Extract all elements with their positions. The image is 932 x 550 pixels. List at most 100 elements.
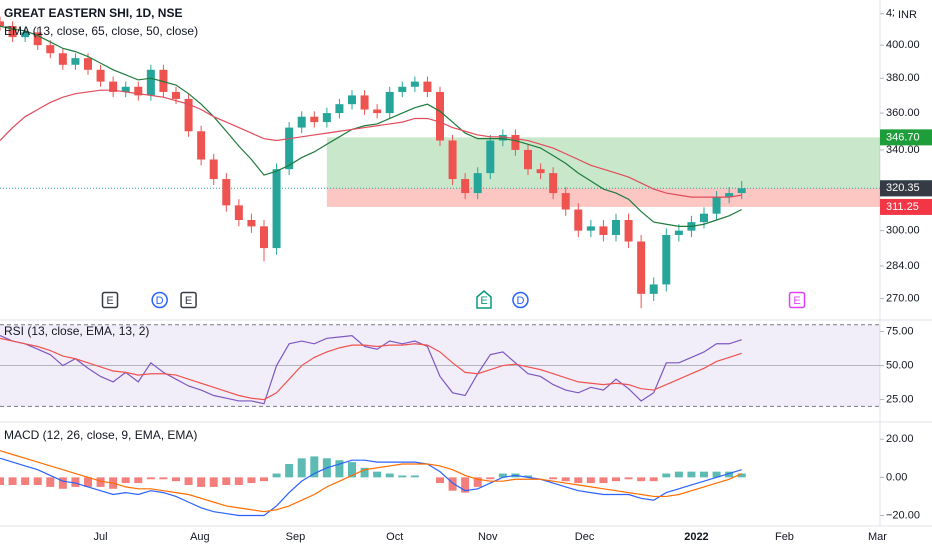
candle-body <box>84 58 92 70</box>
candle-body <box>21 32 30 38</box>
candle-body <box>159 69 168 92</box>
candle-body <box>209 159 218 180</box>
candle-body <box>285 127 294 170</box>
candle-body <box>398 86 407 92</box>
price-label-bg <box>880 180 932 197</box>
histogram-bar <box>197 477 206 487</box>
candle-body <box>612 219 620 235</box>
histogram-bar <box>599 477 608 484</box>
y-tick-label: 340.00 <box>886 144 920 156</box>
y-tick-label: −20.00 <box>886 509 920 521</box>
histogram-bar <box>486 477 495 480</box>
candle-body <box>134 86 143 96</box>
histogram-bar <box>209 477 218 487</box>
currency-label: INR <box>898 9 917 21</box>
candle-body <box>524 149 532 170</box>
histogram-bar <box>524 475 532 478</box>
candle-body <box>310 116 319 123</box>
candle-body <box>561 193 570 210</box>
event-label: E <box>480 295 487 307</box>
y-tick-label: 20.00 <box>886 433 914 445</box>
rsi-line <box>0 334 742 405</box>
y-tick-label: 300.00 <box>886 225 920 237</box>
candle-body <box>511 134 520 150</box>
ema-line <box>0 89 742 198</box>
histogram-bar <box>624 477 633 480</box>
price-label: 320.35 <box>886 182 920 194</box>
candle-body <box>423 81 432 92</box>
histogram-bar <box>637 477 646 482</box>
candle-body <box>549 173 558 194</box>
candle-body <box>410 81 419 87</box>
price-label: 346.70 <box>886 131 920 143</box>
histogram-bar <box>549 477 558 480</box>
histogram-bar <box>737 473 746 478</box>
histogram-bar <box>260 477 268 482</box>
candle-body <box>272 169 281 249</box>
histogram-bar <box>21 477 30 485</box>
candle-body <box>297 116 306 128</box>
candle-body <box>498 134 507 141</box>
histogram-bar <box>234 477 243 485</box>
y-tick-label: 75.00 <box>886 325 914 337</box>
target-zone <box>326 137 880 189</box>
histogram-bar <box>360 467 369 478</box>
candle-body <box>260 226 268 249</box>
candle-body <box>335 104 344 114</box>
price-label-bg <box>880 198 932 215</box>
histogram-bar <box>0 477 4 485</box>
rsi-title: RSI (13, close, EMA, 13, 2) <box>4 324 149 338</box>
candle-body <box>58 53 67 65</box>
price-label-bg <box>880 129 932 146</box>
histogram-bar <box>121 477 130 484</box>
event-marker <box>180 291 197 309</box>
x-tick-label: Aug <box>190 531 210 543</box>
candle-body <box>725 193 734 198</box>
candle-body <box>322 113 331 123</box>
candle-body <box>0 21 4 27</box>
histogram-bar <box>310 456 319 478</box>
candle-body <box>649 284 658 294</box>
macd-line <box>0 450 742 513</box>
histogram-bar <box>96 477 105 487</box>
candle-body <box>96 69 105 82</box>
rsi-line <box>0 337 742 401</box>
event-label: E <box>106 295 113 307</box>
price-label: 311.25 <box>886 201 919 213</box>
histogram-bar <box>33 477 42 485</box>
x-tick-label: Oct <box>386 531 403 543</box>
histogram-bar <box>586 477 595 484</box>
candle-body <box>737 188 746 194</box>
histogram-bar <box>184 477 193 485</box>
candle-body <box>700 213 708 223</box>
chart-title: GREAT EASTERN SHI, 1D, NSE <box>4 6 182 20</box>
y-tick-label: 360.00 <box>886 107 920 119</box>
histogram-bar <box>285 464 294 478</box>
indicator-legend: EMA (13, close, 65, close, 50, close) <box>4 24 198 38</box>
candle-body <box>712 197 721 214</box>
histogram-bar <box>436 477 444 484</box>
y-tick-label: 25.00 <box>886 393 914 405</box>
histogram-bar <box>385 473 394 478</box>
histogram-bar <box>498 473 507 478</box>
histogram-bar <box>725 471 734 478</box>
candle-body <box>536 169 545 174</box>
histogram-bar <box>410 475 419 478</box>
histogram-bar <box>84 477 92 487</box>
event-marker <box>788 291 806 309</box>
candle-body <box>33 32 42 46</box>
stop-zone <box>326 188 880 207</box>
candle-body <box>348 95 356 105</box>
histogram-bar <box>46 477 55 487</box>
candle-body <box>109 81 118 92</box>
histogram-bar <box>687 471 696 478</box>
histogram-bar <box>398 475 407 478</box>
histogram-bar <box>272 473 281 478</box>
candle-body <box>574 209 583 231</box>
candle-body <box>624 219 633 242</box>
ema-line <box>0 25 742 227</box>
histogram-bar <box>297 458 306 478</box>
histogram-bar <box>134 477 143 484</box>
